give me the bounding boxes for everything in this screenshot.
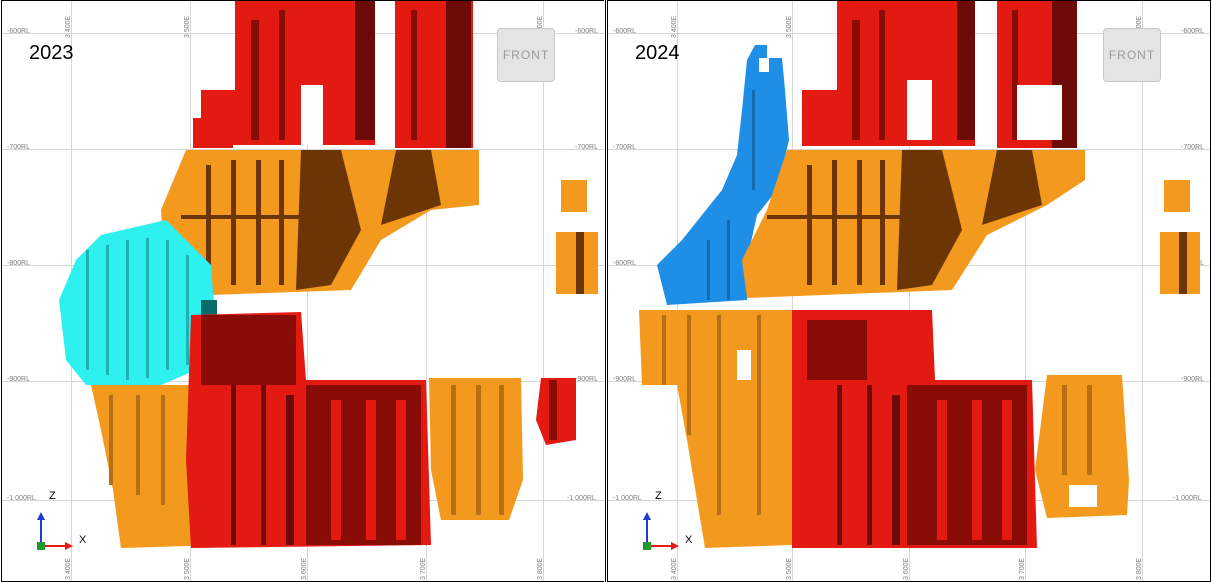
middle-orange-lodes	[742, 150, 1085, 298]
rl-label: -1 000RL	[613, 495, 642, 502]
year-label: 2023	[29, 42, 74, 64]
rl-label: -600RL	[1181, 28, 1204, 35]
lower-red-lodes	[186, 312, 431, 548]
rl-label: -1 000RL	[1173, 495, 1202, 502]
year-label: 2024	[635, 42, 680, 64]
panel-2024: -600RL -700RL -800RL -900RL -1 000RL -60…	[607, 0, 1211, 582]
rl-label: -600RL	[7, 28, 30, 35]
rl-label: -600RL	[575, 28, 598, 35]
rl-label: -900RL	[1181, 376, 1204, 383]
axis-z-label: Z	[49, 490, 56, 502]
grid-line	[543, 0, 544, 582]
lower-orange-lode	[639, 310, 792, 548]
axis-triad	[643, 512, 679, 550]
orebody-model	[59, 0, 598, 548]
grid-line	[1142, 0, 1143, 582]
rl-label: -800RL	[613, 260, 636, 267]
panel-2023: -600RL -700RL -800RL -900RL -1 000RL -60…	[1, 0, 605, 582]
y-axis	[643, 542, 651, 550]
rl-label: -1 000RL	[7, 495, 36, 502]
right-orange-lode	[1035, 375, 1129, 518]
small-orange-lode	[561, 180, 587, 212]
upper-red-lodes	[193, 0, 473, 148]
axis-x-label: X	[79, 534, 87, 546]
axis-z-label: Z	[655, 490, 662, 502]
axis-x-label: X	[685, 534, 693, 546]
rl-label: -700RL	[1181, 144, 1204, 151]
middle-orange-lodes	[161, 150, 479, 295]
view-front-button[interactable]: FRONT	[1103, 28, 1161, 82]
y-axis	[37, 542, 45, 550]
lower-red-lodes	[792, 310, 1037, 548]
small-orange-lode	[1164, 180, 1190, 212]
view-front-button[interactable]: FRONT	[497, 28, 555, 82]
blue-lode-2024	[657, 45, 789, 305]
panel-divider	[604, 0, 607, 582]
rl-label: -700RL	[613, 144, 636, 151]
rl-label: -900RL	[7, 376, 30, 383]
front-label: FRONT	[502, 48, 550, 62]
rl-label: -900RL	[613, 376, 636, 383]
rl-label: -700RL	[7, 144, 30, 151]
rl-label: -600RL	[613, 28, 636, 35]
rl-label: -900RL	[575, 376, 598, 383]
axis-triad	[37, 512, 73, 550]
upper-red-lodes	[802, 0, 1077, 148]
front-label: FRONT	[1108, 48, 1156, 62]
grid-line	[1, 149, 605, 150]
grid-line	[1025, 0, 1026, 582]
rl-label: -700RL	[575, 144, 598, 151]
rl-label: -800RL	[7, 260, 30, 267]
grid-line	[426, 0, 427, 582]
orebody-model	[639, 0, 1200, 548]
rl-label: -1 000RL	[567, 495, 596, 502]
